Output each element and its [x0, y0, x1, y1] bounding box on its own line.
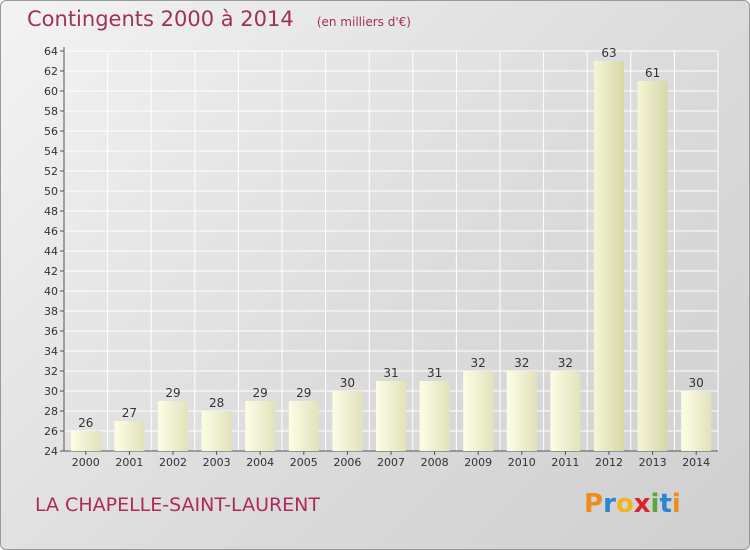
axes: 24 26 28 30 32 34 36 38 40 42 44 46 48 50 52 54 56 58 60 62…	[44, 45, 718, 469]
x-tick-label: 2001	[115, 456, 143, 469]
bar	[681, 391, 712, 451]
x-tick-label: 2006	[333, 456, 361, 469]
bar	[158, 401, 188, 451]
bar	[419, 381, 450, 451]
logo-letter: P	[584, 489, 604, 519]
x-tick-label: 2010	[508, 456, 536, 469]
logo-letter: i	[650, 489, 660, 519]
x-tick-label: 2012	[595, 456, 623, 469]
y-tick-label: 36	[44, 325, 58, 338]
value-label: 28	[209, 396, 224, 410]
bar	[332, 391, 363, 451]
y-tick-label: 40	[44, 285, 58, 298]
y-tick-label: 34	[44, 345, 58, 358]
y-tick-label: 56	[44, 125, 58, 138]
y-tick-label: 48	[44, 205, 58, 218]
y-tick-label: 32	[44, 365, 58, 378]
logo-letter: r	[603, 489, 616, 519]
x-tick-label: 2005	[290, 456, 318, 469]
bar	[550, 371, 581, 451]
y-tick-label: 42	[44, 265, 58, 278]
bars	[70, 61, 712, 451]
value-label: 29	[253, 386, 268, 400]
logo-letter: o	[615, 489, 634, 519]
y-tick-label: 54	[44, 145, 58, 158]
y-tick-label: 44	[44, 245, 58, 258]
chart-title: Contingents 2000 à 2014	[27, 7, 294, 31]
y-tick-label: 60	[44, 85, 58, 98]
value-labels: 26 27 29 28 29 29 30 31 31 32 32 32 63 61 30	[78, 46, 704, 430]
value-label: 63	[601, 46, 616, 60]
y-tick-label: 62	[44, 65, 58, 78]
value-label: 30	[689, 376, 704, 390]
x-tick-label: 2013	[639, 456, 667, 469]
y-tick-label: 26	[44, 425, 58, 438]
bar	[506, 371, 537, 451]
value-label: 61	[645, 66, 660, 80]
x-tick-label: 2011	[551, 456, 579, 469]
bar	[463, 371, 494, 451]
y-tick-label: 28	[44, 405, 58, 418]
y-tick-label: 46	[44, 225, 58, 238]
y-tick-label: 52	[44, 165, 58, 178]
y-tick-label: 30	[44, 385, 58, 398]
chart-title-block: Contingents 2000 à 2014 (en milliers d'€…	[27, 7, 411, 31]
x-tick-label: 2003	[203, 456, 231, 469]
value-label: 27	[122, 406, 137, 420]
bar	[637, 81, 668, 451]
logo-letter: t	[659, 489, 672, 519]
x-tick-label: 2000	[72, 456, 100, 469]
x-tick-label: 2004	[246, 456, 274, 469]
bar	[70, 431, 101, 451]
y-tick-label: 50	[44, 185, 58, 198]
value-label: 29	[296, 386, 311, 400]
y-tick-label: 38	[44, 305, 58, 318]
bar	[201, 411, 232, 451]
y-tick-label: 64	[44, 45, 58, 58]
logo-letter: i	[671, 489, 681, 519]
bar	[594, 61, 624, 451]
commune-name: LA CHAPELLE-SAINT-LAURENT	[35, 494, 320, 516]
value-label: 32	[558, 356, 573, 370]
value-label: 32	[514, 356, 529, 370]
proxiti-logo[interactable]: Proxiti	[584, 489, 681, 519]
logo-letter: x	[633, 489, 651, 519]
value-label: 30	[340, 376, 355, 390]
y-tick-label: 58	[44, 105, 58, 118]
x-tick-label: 2007	[377, 456, 405, 469]
x-tick-label: 2008	[421, 456, 449, 469]
bar	[114, 421, 145, 451]
x-tick-label: 2009	[464, 456, 492, 469]
chart-unit: (en milliers d'€)	[316, 15, 411, 29]
value-label: 26	[78, 416, 93, 430]
bar	[288, 401, 319, 451]
y-tick-label: 24	[44, 445, 58, 458]
bar	[376, 381, 406, 451]
x-tick-label: 2014	[682, 456, 710, 469]
value-label: 31	[427, 366, 442, 380]
value-label: 29	[165, 386, 180, 400]
value-label: 32	[471, 356, 486, 370]
x-tick-label: 2002	[159, 456, 187, 469]
value-label: 31	[383, 366, 398, 380]
bar	[245, 401, 276, 451]
